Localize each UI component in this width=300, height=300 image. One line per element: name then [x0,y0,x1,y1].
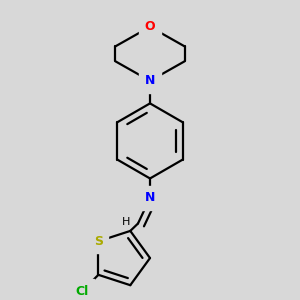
Text: N: N [145,191,155,205]
Text: O: O [145,20,155,33]
Text: N: N [145,74,155,87]
Text: S: S [94,235,103,248]
Text: H: H [122,217,130,227]
Text: Cl: Cl [75,285,88,298]
